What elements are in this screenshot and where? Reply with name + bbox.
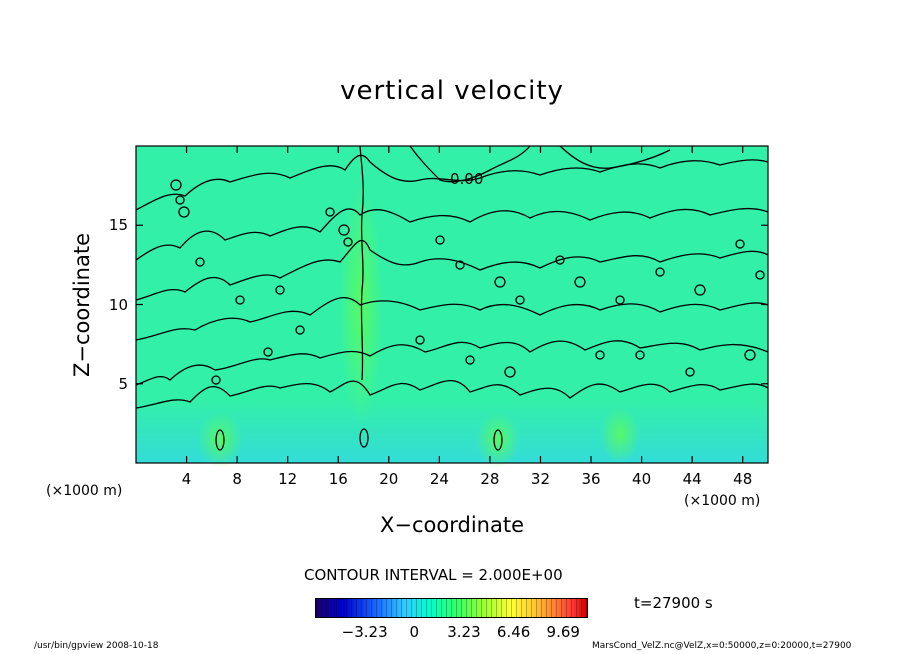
- warm-plume-far-right: [600, 407, 640, 463]
- x-tick-label: 24: [429, 470, 449, 488]
- y-axis-label: Z−coordinate: [70, 233, 94, 377]
- y-tick-marks: [136, 224, 768, 385]
- warm-plume-left: [198, 412, 242, 468]
- colorbar-tick-label: 3.23: [447, 623, 481, 641]
- x-tick-label: 4: [181, 470, 192, 488]
- contour-lines: [135, 145, 769, 451]
- x-tick-label: 48: [733, 470, 753, 488]
- x-unit-label-right: (×1000 m): [684, 493, 761, 509]
- contour-interval-label: CONTOUR INTERVAL = 2.000E+00: [304, 566, 563, 584]
- x-tick-label: 40: [632, 470, 652, 488]
- x-tick-label: 32: [530, 470, 551, 488]
- x-tick-label: 16: [328, 470, 348, 488]
- y-tick-label: 10: [108, 295, 128, 314]
- x-tick-label: 20: [379, 470, 399, 488]
- downdraft-band: [136, 400, 768, 463]
- x-axis-label: X−coordinate: [380, 513, 524, 537]
- time-label: t=27900 s: [634, 594, 713, 612]
- x-tick-label: 44: [682, 470, 702, 488]
- chart-title: vertical velocity: [340, 76, 564, 106]
- x-tick-label: 8: [232, 470, 242, 488]
- colorbar-tick-label: 9.69: [546, 623, 580, 641]
- colorbar-tick-label: 6.46: [496, 623, 531, 641]
- colorbar-tick-label: 0: [409, 623, 420, 641]
- x-unit-label-left: (×1000 m): [46, 483, 123, 499]
- colorbar: [315, 598, 588, 618]
- colorbar-tick-label: −3.23: [341, 623, 388, 641]
- footer-source: MarsCond_VelZ.nc@VelZ,x=0:50000,z=0:2000…: [592, 641, 852, 651]
- x-tick-label: 28: [480, 470, 500, 488]
- y-tick-label: 5: [118, 374, 128, 393]
- x-tick-marks: [185, 146, 744, 463]
- warm-plume-right: [476, 412, 520, 468]
- x-tick-label: 36: [581, 470, 601, 488]
- footer-command: /usr/bin/gpview 2008-10-18: [34, 641, 159, 651]
- y-tick-label: 15: [108, 216, 128, 235]
- contour-label: 0.00: [450, 170, 483, 188]
- x-tick-label: 12: [278, 470, 298, 488]
